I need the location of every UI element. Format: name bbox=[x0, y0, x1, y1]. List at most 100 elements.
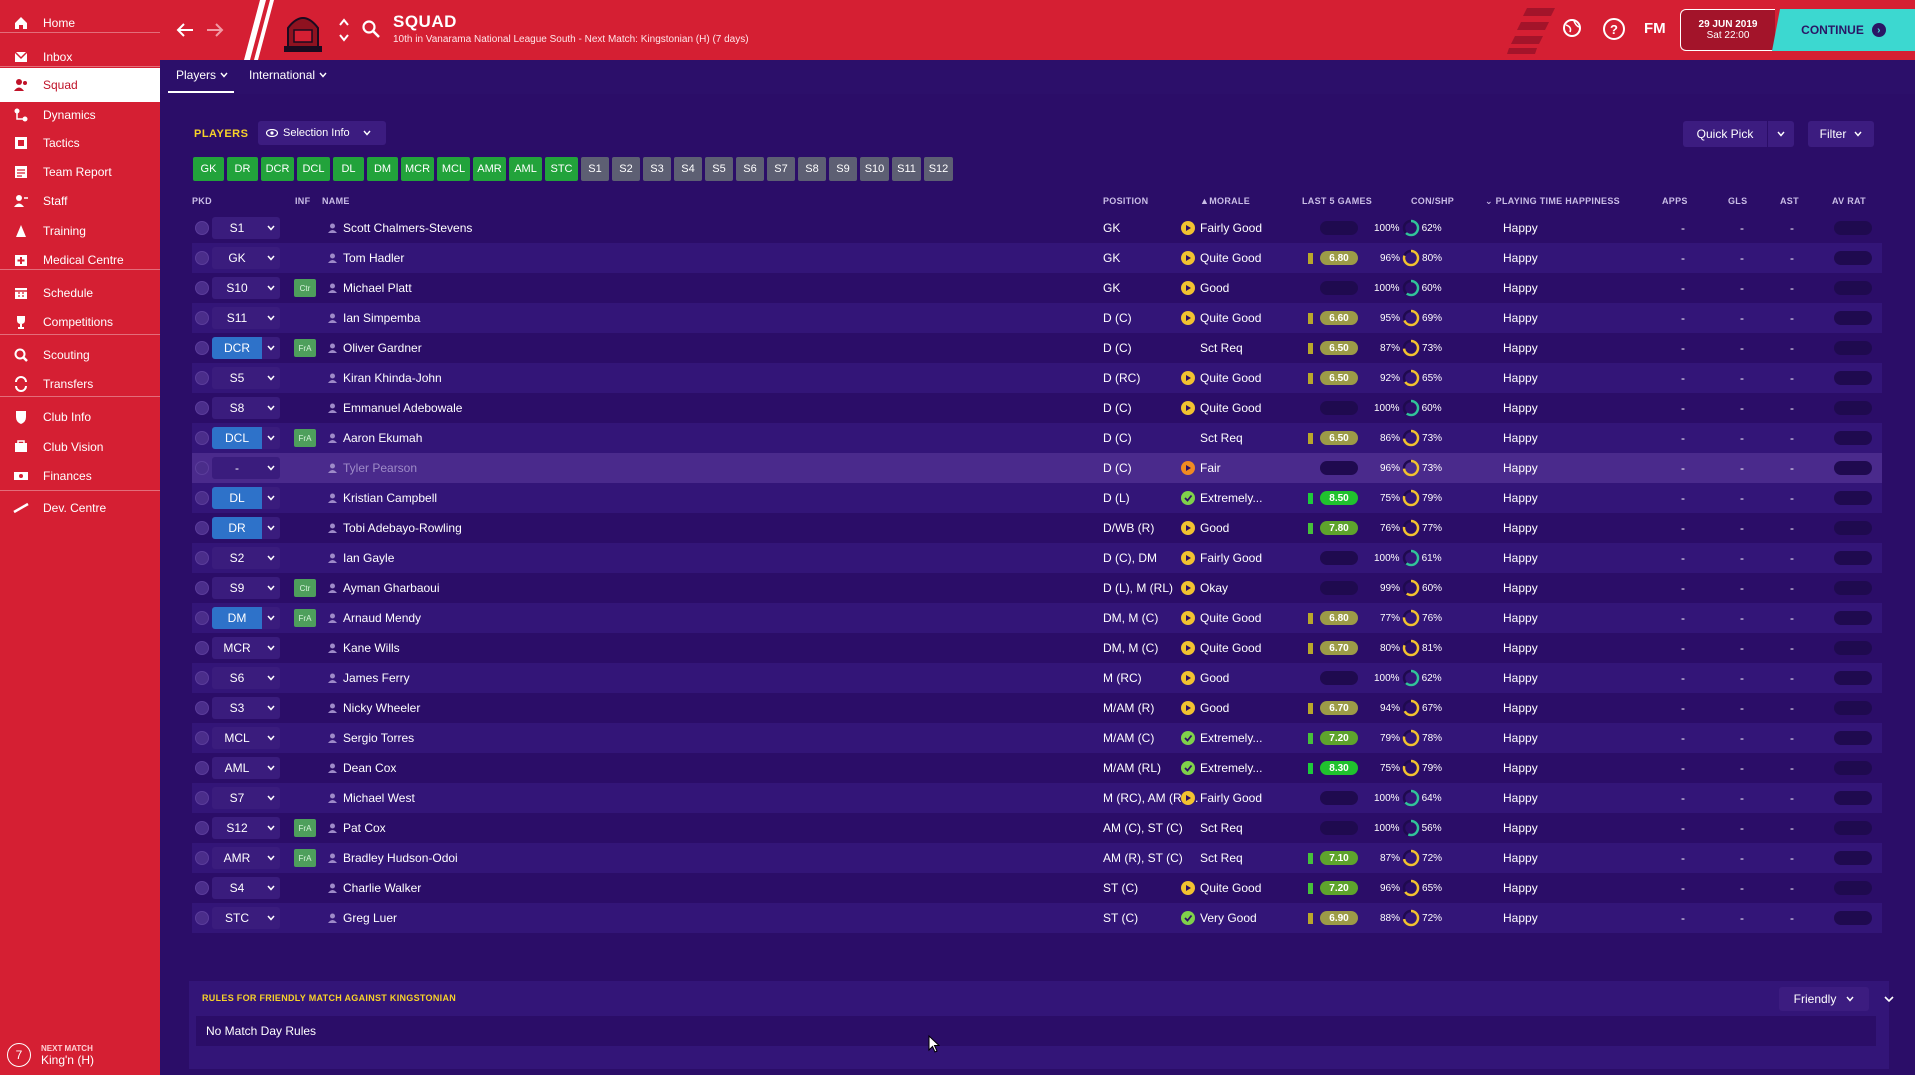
row-checkbox[interactable] bbox=[195, 221, 209, 235]
player-name[interactable]: Sergio Torres bbox=[343, 731, 415, 745]
filter-button[interactable]: Filter bbox=[1808, 121, 1874, 147]
row-checkbox[interactable] bbox=[195, 821, 209, 835]
table-row[interactable]: GK Tom Hadler GK Quite Good 6.80 96% 80% Happy -… bbox=[192, 243, 1882, 273]
position-filter-s4[interactable]: S4 bbox=[674, 157, 702, 181]
selection-dropdown[interactable]: S2 bbox=[212, 547, 280, 569]
col-header-pth[interactable]: ⌄ PLAYING TIME HAPPINESS bbox=[1485, 196, 1620, 207]
table-row[interactable]: S10 Ctr Michael Platt GK Good 100% 60% Happy - - - bbox=[192, 273, 1882, 303]
sidebar-item-dynamics[interactable]: Dynamics bbox=[0, 98, 160, 132]
table-row[interactable]: S12 FrA Pat Cox AM (C), ST (C) Sct Req 100% 56… bbox=[192, 813, 1882, 843]
row-checkbox[interactable] bbox=[195, 371, 209, 385]
sidebar-item-training[interactable]: Training bbox=[0, 214, 160, 248]
table-row[interactable]: DL Kristian Campbell D (L) Extremely... 8.50… bbox=[192, 483, 1882, 513]
tab-players[interactable]: Players bbox=[167, 68, 235, 93]
row-checkbox[interactable] bbox=[195, 491, 209, 505]
player-name[interactable]: Emmanuel Adebowale bbox=[343, 401, 463, 415]
player-name[interactable]: Michael West bbox=[343, 791, 415, 805]
position-filter-s3[interactable]: S3 bbox=[643, 157, 671, 181]
player-name[interactable]: Ayman Gharbaoui bbox=[343, 581, 440, 595]
position-filter-s1[interactable]: S1 bbox=[581, 157, 609, 181]
sidebar-item-inbox[interactable]: Inbox bbox=[0, 40, 160, 74]
position-filter-s11[interactable]: S11 bbox=[892, 157, 921, 181]
next-match-widget[interactable]: 7 NEXT MATCH King'n (H) bbox=[0, 1035, 160, 1075]
selection-dropdown[interactable]: S12 bbox=[212, 817, 280, 839]
player-name[interactable]: Dean Cox bbox=[343, 761, 397, 775]
player-name[interactable]: Tom Hadler bbox=[343, 251, 405, 265]
player-name[interactable]: Tobi Adebayo-Rowling bbox=[343, 521, 462, 535]
position-filter-dcl[interactable]: DCL bbox=[297, 157, 330, 181]
sidebar-item-club-info[interactable]: Club Info bbox=[0, 400, 160, 434]
table-row[interactable]: S3 Nicky Wheeler M/AM (R) Good 6.70 94% 67% Hap… bbox=[192, 693, 1882, 723]
col-header-position[interactable]: POSITION bbox=[1103, 196, 1149, 206]
player-name[interactable]: Tyler Pearson bbox=[343, 461, 418, 475]
table-row[interactable]: DCR FrA Oliver Gardner D (C) Sct Req 6.50 87% 7… bbox=[192, 333, 1882, 363]
selection-dropdown[interactable]: DCR bbox=[212, 337, 280, 359]
sidebar-item-staff[interactable]: Staff bbox=[0, 184, 160, 218]
selection-info-dropdown[interactable]: Selection Info bbox=[258, 121, 386, 145]
table-row[interactable]: DM FrA Arnaud Mendy DM, M (C) Quite Good 6.80… bbox=[192, 603, 1882, 633]
selection-dropdown[interactable]: DL bbox=[212, 487, 280, 509]
col-header-inf[interactable]: INF bbox=[295, 196, 311, 206]
selection-dropdown[interactable]: STC bbox=[212, 907, 280, 929]
row-checkbox[interactable] bbox=[195, 251, 209, 265]
selection-dropdown[interactable]: S4 bbox=[212, 877, 280, 899]
help-icon[interactable]: ? bbox=[1603, 18, 1625, 40]
player-name[interactable]: Kristian Campbell bbox=[343, 491, 438, 505]
sidebar-item-home[interactable]: Home bbox=[0, 6, 160, 40]
table-row[interactable]: DR Tobi Adebayo-Rowling D/WB (R) Good 7.80 76… bbox=[192, 513, 1882, 543]
col-header-morale[interactable]: ▲MORALE bbox=[1200, 196, 1250, 206]
table-row[interactable]: - Tyler Pearson D (C) Fair 96% 73% Happy - - - bbox=[192, 453, 1882, 483]
selection-dropdown[interactable]: S6 bbox=[212, 667, 280, 689]
table-row[interactable]: S11 Ian Simpemba D (C) Quite Good 6.60 95% 69%… bbox=[192, 303, 1882, 333]
collapse-chevron-icon[interactable] bbox=[1883, 993, 1895, 1005]
position-filter-s8[interactable]: S8 bbox=[798, 157, 826, 181]
selection-dropdown[interactable]: - bbox=[212, 457, 280, 479]
selection-dropdown[interactable]: S3 bbox=[212, 697, 280, 719]
player-name[interactable]: Oliver Gardner bbox=[343, 341, 422, 355]
player-name[interactable]: Michael Platt bbox=[343, 281, 412, 295]
player-name[interactable]: Charlie Walker bbox=[343, 881, 422, 895]
position-filter-s7[interactable]: S7 bbox=[767, 157, 795, 181]
club-crest-icon[interactable] bbox=[278, 6, 328, 54]
selection-dropdown[interactable]: MCR bbox=[212, 637, 280, 659]
sidebar-item-schedule[interactable]: Schedule bbox=[0, 276, 160, 310]
col-header-conshp[interactable]: CON/SHP bbox=[1411, 196, 1455, 206]
position-filter-s5[interactable]: S5 bbox=[705, 157, 733, 181]
sidebar-item-transfers[interactable]: Transfers bbox=[0, 367, 160, 401]
date-display[interactable]: 29 JUN 2019 Sat 22:00 bbox=[1680, 9, 1775, 51]
player-name[interactable]: Ian Gayle bbox=[343, 551, 395, 565]
row-checkbox[interactable] bbox=[195, 311, 209, 325]
row-checkbox[interactable] bbox=[195, 911, 209, 925]
position-filter-dl[interactable]: DL bbox=[333, 157, 364, 181]
position-filter-aml[interactable]: AML bbox=[509, 157, 542, 181]
position-filter-mcr[interactable]: MCR bbox=[401, 157, 434, 181]
position-filter-dr[interactable]: DR bbox=[227, 157, 258, 181]
player-name[interactable]: Kiran Khinda-John bbox=[343, 371, 442, 385]
selection-dropdown[interactable]: DR bbox=[212, 517, 280, 539]
position-filter-s6[interactable]: S6 bbox=[736, 157, 764, 181]
match-type-dropdown[interactable]: Friendly bbox=[1779, 987, 1869, 1011]
row-checkbox[interactable] bbox=[195, 791, 209, 805]
row-checkbox[interactable] bbox=[195, 401, 209, 415]
player-name[interactable]: Aaron Ekumah bbox=[343, 431, 423, 445]
position-filter-amr[interactable]: AMR bbox=[473, 157, 506, 181]
position-filter-dcr[interactable]: DCR bbox=[261, 157, 294, 181]
selection-dropdown[interactable]: S9 bbox=[212, 577, 280, 599]
row-checkbox[interactable] bbox=[195, 581, 209, 595]
sidebar-item-dev-centre[interactable]: Dev. Centre bbox=[0, 491, 160, 525]
sidebar-item-scouting[interactable]: Scouting bbox=[0, 338, 160, 372]
table-row[interactable]: AMR FrA Bradley Hudson-Odoi AM (R), ST (C) S… bbox=[192, 843, 1882, 873]
row-checkbox[interactable] bbox=[195, 761, 209, 775]
row-checkbox[interactable] bbox=[195, 341, 209, 355]
selection-dropdown[interactable]: AMR bbox=[212, 847, 280, 869]
selection-dropdown[interactable]: S1 bbox=[212, 217, 280, 239]
table-row[interactable]: AML Dean Cox M/AM (RL) Extremely... 8.30 75% 7… bbox=[192, 753, 1882, 783]
position-filter-s10[interactable]: S10 bbox=[860, 157, 889, 181]
player-name[interactable]: Bradley Hudson-Odoi bbox=[343, 851, 458, 865]
selection-dropdown[interactable]: S5 bbox=[212, 367, 280, 389]
sidebar-item-squad[interactable]: Squad bbox=[0, 68, 160, 102]
quick-pick-dropdown[interactable] bbox=[1768, 121, 1794, 147]
search-icon[interactable] bbox=[362, 20, 380, 38]
player-name[interactable]: Ian Simpemba bbox=[343, 311, 421, 325]
position-filter-s12[interactable]: S12 bbox=[924, 157, 953, 181]
